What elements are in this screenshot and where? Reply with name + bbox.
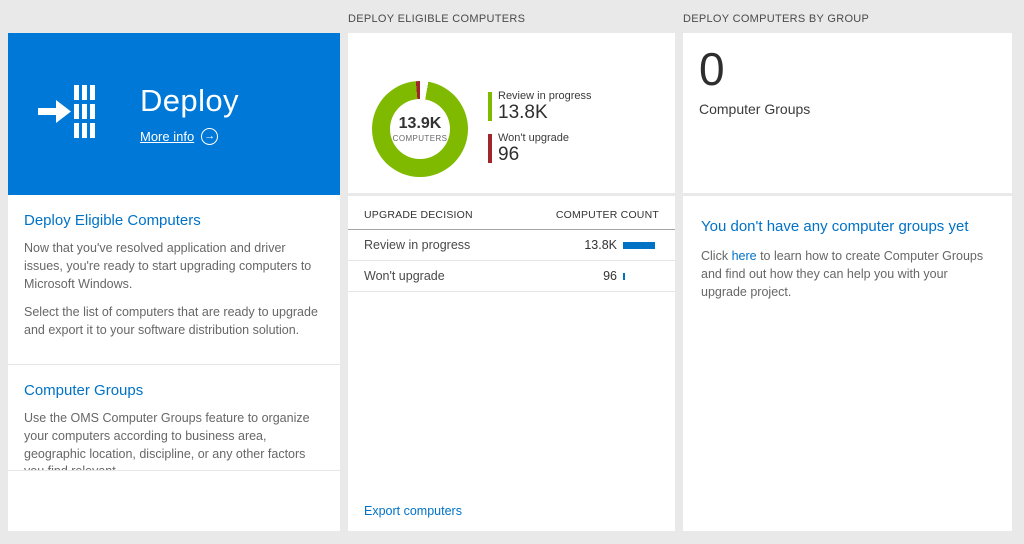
deploy-eligible-paragraph-2: Select the list of computers that are re… [24,305,318,337]
here-link[interactable]: here [731,249,757,263]
legend-value: 96 [498,143,520,165]
no-computer-groups-text: Click here to learn how to create Comput… [701,247,994,301]
legend-value: 13.8K [498,102,548,123]
donut-total-value: 13.9K [398,115,442,132]
heading-computer-groups: Computer Groups [24,382,144,399]
section-header-deploy-computers-by-group: DEPLOY COMPUTERS BY GROUP [683,13,870,25]
row-label: Won't upgrade [364,269,445,283]
export-computers-link[interactable]: Export computers [364,504,462,518]
deploy-description-panel: Deploy Eligible Computers Now that you'v… [8,195,340,531]
donut-center: 13.9K COMPUTERS [390,99,450,159]
column-header-upgrade-decision: UPGRADE DECISION [364,209,473,221]
legend-label: Won't upgrade [498,131,570,144]
deploy-blade-tile[interactable]: Deploy More info [8,33,340,195]
row-count-value: 13.8K [584,238,617,252]
computer-groups-count-tile[interactable]: 0 Computer Groups [683,33,1012,193]
section-header-deploy-eligible-computers: DEPLOY ELIGIBLE COMPUTERS [348,13,526,25]
legend-item-wont-upgrade: Won't upgrade 96 [488,132,592,166]
section-deploy-eligible-computers: Deploy Eligible Computers Now that you'v… [8,195,340,365]
row-label: Review in progress [364,238,471,252]
donut-legend: Review in progress 13.8K Won't upgrade 9… [488,90,592,174]
deploy-icon [38,83,102,146]
table-row-review-in-progress[interactable]: Review in progress 13.8K [348,230,675,261]
legend-label: Review in progress [498,90,592,102]
count-bar [623,241,655,249]
table-row-wont-upgrade[interactable]: Won't upgrade 96 [348,261,675,292]
row-count-cell: 13.8K [584,238,659,252]
donut-total-label: COMPUTERS [392,134,448,143]
donut-chart: 13.9K COMPUTERS [372,81,468,177]
count-bar-track [623,272,659,280]
arrow-circle-icon[interactable] [201,128,219,145]
column-header-computer-count: COMPUTER COUNT [555,209,659,221]
eligible-computers-donut-tile[interactable]: 13.9K COMPUTERS Review in progress 13.8K… [348,33,675,193]
deploy-title: Deploy [140,83,239,118]
section-computer-groups: Computer Groups Use the OMS Computer Gro… [8,365,340,471]
deploy-eligible-paragraph-1: Now that you've resolved application and… [24,241,312,291]
computer-groups-count: 0 [699,43,725,95]
count-bar-track [623,241,659,249]
no-computer-groups-heading: You don't have any computer groups yet [701,218,969,235]
deploy-tile-text: Deploy More info [140,83,239,145]
legend-item-review-in-progress: Review in progress 13.8K [488,90,592,124]
empty-text-suffix: to learn how to create Computer Groups a… [701,249,984,300]
row-count-value: 96 [603,269,617,283]
more-info-row: More info [140,128,239,145]
table-header-row: UPGRADE DECISION COMPUTER COUNT [348,196,675,230]
heading-deploy-eligible-computers: Deploy Eligible Computers [24,212,201,229]
more-info-link[interactable]: More info [140,129,195,144]
computer-groups-paragraph: Use the OMS Computer Groups feature to o… [24,411,310,470]
upgrade-decision-table-tile: UPGRADE DECISION COMPUTER COUNT Review i… [348,196,675,531]
computer-groups-count-label: Computer Groups [699,100,811,117]
count-bar [623,272,625,280]
empty-text-prefix: Click [701,249,732,263]
row-count-cell: 96 [603,269,659,283]
computer-groups-empty-tile: You don't have any computer groups yet C… [683,196,1012,531]
